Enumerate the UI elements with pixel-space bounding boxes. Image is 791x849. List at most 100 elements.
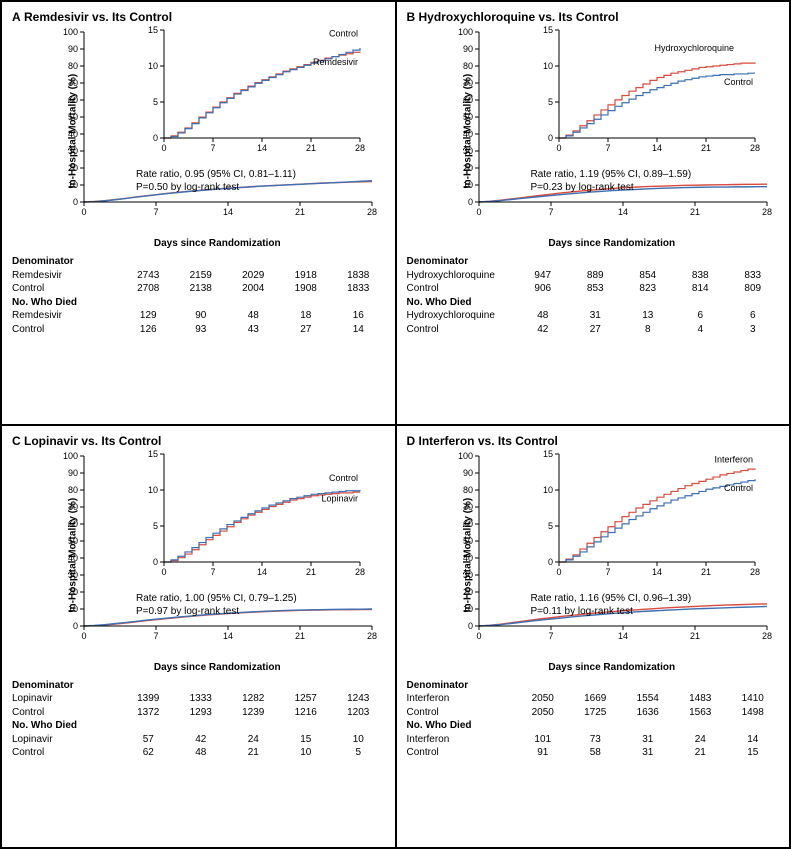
svg-text:14: 14	[651, 567, 661, 576]
risk-row: Control27082138200419081833	[12, 282, 385, 296]
svg-text:0: 0	[161, 143, 166, 152]
risk-value: 90	[175, 309, 228, 323]
risk-row-values: 27082138200419081833	[122, 282, 385, 296]
risk-value: 5	[332, 746, 385, 760]
risk-row-label: Remdesivir	[12, 269, 122, 283]
risk-row-label: Hydroxychloroquine	[407, 309, 517, 323]
svg-text:40: 40	[68, 129, 78, 139]
svg-text:5: 5	[547, 97, 552, 107]
risk-value: 24	[674, 733, 727, 747]
svg-text:28: 28	[355, 143, 365, 152]
risk-table: DenominatorLopinavir13991333128212571243…	[12, 679, 385, 760]
svg-text:90: 90	[462, 468, 472, 478]
svg-text:0: 0	[556, 567, 561, 576]
risk-value: 18	[280, 309, 333, 323]
risk-value: 93	[175, 323, 228, 337]
risk-value: 814	[674, 282, 727, 296]
svg-text:50: 50	[462, 536, 472, 546]
svg-text:0: 0	[556, 143, 561, 152]
risk-row-label: Control	[407, 282, 517, 296]
svg-text:0: 0	[547, 557, 552, 567]
svg-text:10: 10	[542, 61, 552, 71]
svg-text:10: 10	[462, 604, 472, 614]
risk-value: 1399	[122, 692, 175, 706]
svg-text:0: 0	[161, 567, 166, 576]
risk-value: 21	[227, 746, 280, 760]
svg-text:5: 5	[153, 521, 158, 531]
inset-chart: 05101507142128ControlLopinavir	[134, 450, 366, 576]
svg-text:0: 0	[153, 557, 158, 567]
risk-value: 42	[175, 733, 228, 747]
risk-row-label: Remdesivir	[12, 309, 122, 323]
risk-header: Denominator	[407, 679, 780, 693]
risk-value: 1243	[332, 692, 385, 706]
risk-row-values: 947889854838833	[517, 269, 780, 283]
risk-row: Lopinavir13991333128212571243	[12, 692, 385, 706]
svg-text:0: 0	[81, 631, 86, 641]
svg-text:60: 60	[462, 519, 472, 529]
risk-value: 24	[227, 733, 280, 747]
stats-text: Rate ratio, 0.95 (95% CI, 0.81–1.11)P=0.…	[136, 168, 296, 194]
risk-row-label: Control	[407, 706, 517, 720]
risk-header: No. Who Died	[407, 719, 780, 733]
risk-value: 1293	[175, 706, 228, 720]
risk-value: 854	[622, 269, 675, 283]
risk-value: 1833	[332, 282, 385, 296]
svg-text:0: 0	[81, 207, 86, 217]
risk-value: 3	[727, 323, 780, 337]
risk-row-label: Control	[12, 746, 122, 760]
risk-value: 2138	[175, 282, 228, 296]
svg-text:14: 14	[223, 207, 233, 217]
svg-text:15: 15	[542, 26, 552, 35]
risk-row-values: 10173312414	[517, 733, 780, 747]
risk-row-values: 12990481816	[122, 309, 385, 323]
svg-text:80: 80	[68, 61, 78, 71]
svg-text:80: 80	[462, 485, 472, 495]
svg-text:21: 21	[689, 631, 699, 641]
svg-text:10: 10	[462, 180, 472, 190]
svg-text:20: 20	[462, 587, 472, 597]
risk-value: 126	[122, 323, 175, 337]
svg-text:28: 28	[355, 567, 365, 576]
series-label: Control	[329, 472, 358, 482]
inset-chart: 05101507142128ControlRemdesivir	[134, 26, 366, 152]
svg-text:7: 7	[548, 207, 553, 217]
svg-text:10: 10	[68, 180, 78, 190]
chart-area: In-Hospital Mortality (%)010203040506070…	[445, 450, 780, 660]
svg-text:10: 10	[148, 61, 158, 71]
svg-text:28: 28	[367, 631, 377, 641]
risk-value: 1725	[569, 706, 622, 720]
svg-text:15: 15	[148, 450, 158, 459]
risk-value: 31	[622, 733, 675, 747]
risk-value: 10	[332, 733, 385, 747]
svg-text:20: 20	[68, 163, 78, 173]
risk-value: 1282	[227, 692, 280, 706]
risk-value: 1918	[280, 269, 333, 283]
risk-value: 1483	[674, 692, 727, 706]
panel-title: A Remdesivir vs. Its Control	[12, 10, 385, 24]
x-axis-label: Days since Randomization	[445, 238, 780, 249]
panel-B: B Hydroxychloroquine vs. Its ControlIn-H…	[396, 1, 791, 425]
svg-text:28: 28	[749, 567, 759, 576]
stats-text: Rate ratio, 1.19 (95% CI, 0.89–1.59)P=0.…	[531, 168, 692, 194]
risk-value: 43	[227, 323, 280, 337]
risk-value: 1838	[332, 269, 385, 283]
risk-value: 889	[569, 269, 622, 283]
risk-row: Interferon10173312414	[407, 733, 780, 747]
risk-value: 1669	[569, 692, 622, 706]
risk-value: 48	[175, 746, 228, 760]
svg-text:10: 10	[542, 485, 552, 495]
svg-text:70: 70	[462, 502, 472, 512]
series-label: Control	[723, 77, 752, 87]
risk-row: Lopinavir5742241510	[12, 733, 385, 747]
svg-text:14: 14	[257, 567, 267, 576]
series-label: Control	[329, 28, 358, 38]
svg-text:5: 5	[153, 97, 158, 107]
panel-D: D Interferon vs. Its ControlIn-Hospital …	[396, 425, 791, 849]
risk-value: 48	[517, 309, 570, 323]
svg-text:70: 70	[68, 502, 78, 512]
risk-row-values: 20501669155414831410	[517, 692, 780, 706]
svg-text:30: 30	[462, 146, 472, 156]
svg-text:0: 0	[467, 197, 472, 207]
risk-value: 21	[674, 746, 727, 760]
